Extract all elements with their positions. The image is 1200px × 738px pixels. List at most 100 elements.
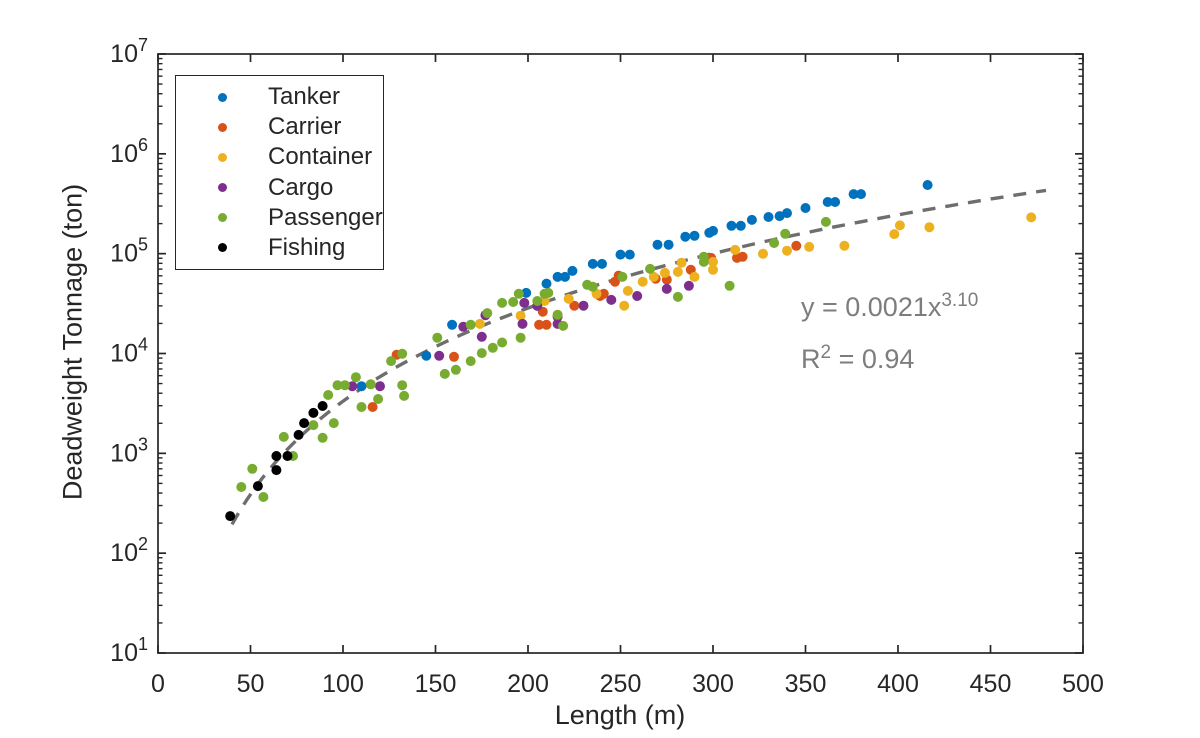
legend-marker-tanker (218, 92, 227, 102)
y-axis-label: Deadweight Tonnage (ton) (57, 183, 88, 501)
y-tick-label: 104 (110, 335, 148, 368)
data-point (606, 294, 617, 305)
data-point (465, 319, 476, 330)
x-tick-label: 300 (692, 670, 734, 698)
data-point (558, 320, 569, 331)
data-point (323, 390, 334, 400)
data-point (782, 208, 792, 219)
legend-marker-passenger (218, 213, 227, 223)
data-point (236, 482, 247, 492)
data-point (848, 189, 859, 200)
y-tick-label: 105 (110, 235, 148, 268)
data-point (615, 249, 626, 260)
data-point (617, 271, 628, 282)
legend-marker-fishing (218, 243, 227, 253)
scatter-series-carrier (367, 240, 802, 412)
data-point (356, 381, 367, 392)
data-point (308, 407, 319, 418)
data-point (689, 230, 700, 241)
x-tick-label: 250 (600, 670, 642, 698)
data-point (482, 308, 493, 319)
x-tick-label: 350 (785, 670, 827, 698)
data-point (839, 240, 850, 251)
y-tick-label: 101 (110, 634, 148, 667)
legend-box: Tanker Carrier Container Cargo Passenger Fish… (175, 75, 384, 270)
data-point (271, 451, 282, 461)
data-point (515, 310, 526, 321)
legend-item-passenger: Passenger (176, 203, 383, 233)
data-point (497, 337, 508, 348)
data-point (487, 342, 498, 353)
data-point (386, 356, 397, 367)
data-point (552, 309, 563, 320)
data-point (567, 265, 578, 276)
data-point (508, 297, 519, 307)
fit-equation-base: y = 0.0021x (801, 292, 942, 322)
data-point (791, 240, 802, 251)
data-point (308, 420, 319, 431)
data-point (708, 225, 718, 236)
data-point (258, 492, 269, 502)
data-point (515, 332, 526, 343)
legend-label: Carrier (268, 113, 342, 141)
x-tick-label: 200 (507, 670, 549, 698)
data-point (519, 297, 530, 308)
data-point (474, 318, 485, 329)
data-point (889, 229, 900, 240)
data-point (278, 431, 289, 442)
data-point (800, 203, 811, 213)
data-point (439, 368, 450, 379)
data-point (763, 212, 774, 222)
x-tick-label: 450 (970, 670, 1012, 698)
data-point (672, 291, 683, 302)
fit-r-squared: R2 = 0.94 (801, 330, 978, 382)
scatter-series-container (474, 212, 1037, 329)
data-point (397, 348, 408, 359)
data-point (397, 380, 408, 391)
data-point (373, 394, 384, 404)
legend-item-container: Container (176, 142, 383, 172)
data-point (659, 267, 670, 278)
y-tick-label: 102 (110, 534, 148, 567)
data-point (517, 318, 528, 329)
data-point (513, 288, 524, 299)
data-point (293, 429, 304, 440)
data-point (578, 300, 589, 311)
data-point (317, 432, 328, 443)
data-point (534, 319, 545, 330)
data-point (856, 189, 866, 200)
fit-equation-exponent: 3.10 (941, 290, 979, 311)
data-point (225, 511, 236, 522)
data-point (552, 271, 563, 282)
data-point (597, 258, 607, 269)
data-point (1026, 212, 1037, 223)
legend-item-fishing: Fishing (176, 233, 383, 263)
data-point (724, 280, 735, 291)
data-point (780, 228, 791, 239)
data-point (365, 379, 376, 390)
r2-sup: 2 (820, 342, 832, 363)
data-point (465, 356, 476, 367)
x-axis-label: Length (m) (554, 700, 686, 730)
data-point (676, 257, 687, 268)
data-point (632, 291, 643, 301)
data-point (560, 271, 570, 282)
data-point (447, 319, 458, 330)
y-tick-label: 103 (110, 434, 148, 467)
data-point (735, 220, 746, 231)
data-point (347, 381, 358, 392)
x-tick-label: 0 (151, 670, 165, 698)
data-point (375, 381, 385, 392)
data-point (672, 266, 683, 277)
data-point (317, 401, 328, 411)
legend-label: Fishing (268, 233, 346, 261)
data-point (804, 241, 815, 252)
data-point (758, 248, 768, 259)
data-point (449, 351, 459, 362)
r2-value: = 0.94 (831, 344, 915, 374)
data-point (726, 220, 737, 231)
data-point (476, 331, 487, 342)
legend-label: Container (268, 143, 373, 171)
fit-line (230, 188, 1047, 526)
